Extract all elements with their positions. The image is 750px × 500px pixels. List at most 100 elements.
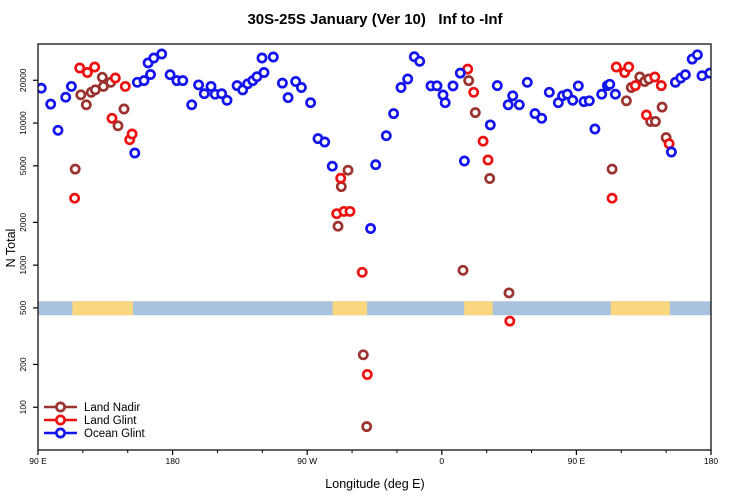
x-axis: 90 E 180 90 W 0 90 E 180 [29, 450, 718, 466]
point-land-nadir [80, 99, 92, 111]
point-land-glint [663, 138, 675, 150]
legend-label: Land Nadir [84, 402, 140, 414]
plot-frame [37, 43, 712, 451]
point-ocean-glint [164, 69, 176, 81]
point-ocean-glint [319, 136, 331, 148]
point-land-glint [81, 67, 93, 78]
point-ocean-glint [138, 75, 150, 87]
point-ocean-glint [458, 155, 470, 167]
legend-entry-ocean-glint: Ocean Glint [44, 427, 146, 440]
point-land-glint [655, 80, 667, 92]
point-ocean-glint [370, 159, 382, 171]
point-land-glint [629, 80, 641, 92]
point-land-glint [344, 205, 356, 217]
point-ocean-glint [454, 67, 466, 79]
legend-marker [55, 401, 66, 413]
point-ocean-glint [198, 88, 210, 100]
point-ocean-glint [543, 86, 555, 98]
y-axis-title: N Total [4, 228, 18, 268]
point-ocean-glint [679, 69, 691, 81]
point-ocean-glint [414, 55, 426, 67]
point-ocean-glint [295, 82, 307, 93]
point-land-nadir [649, 116, 661, 127]
point-land-nadir [112, 120, 124, 132]
point-ocean-glint [536, 112, 548, 124]
x-tick-label: 0 [439, 456, 444, 466]
point-ocean-glint [507, 90, 519, 102]
point-ocean-glint [447, 80, 459, 92]
point-land-nadir [503, 287, 515, 299]
point-land-glint [477, 135, 489, 147]
point-land-nadir [463, 75, 475, 87]
point-land-nadir [335, 181, 347, 193]
land-band-segment [332, 301, 368, 316]
point-land-glint [606, 192, 618, 204]
ocean-band-segment [38, 301, 711, 316]
point-land-glint [623, 61, 635, 73]
point-ocean-glint [521, 76, 533, 88]
point-ocean-glint [145, 69, 156, 80]
point-ocean-glint [193, 79, 205, 91]
point-ocean-glint [604, 78, 616, 90]
point-ocean-glint [156, 48, 168, 60]
point-land-glint [74, 62, 86, 74]
point-ocean-glint [567, 94, 579, 106]
point-ocean-glint [186, 99, 198, 111]
point-ocean-glint [572, 80, 584, 92]
point-land-nadir [75, 89, 87, 101]
point-land-nadir [357, 349, 369, 361]
point-land-nadir [457, 264, 469, 276]
point-land-nadir [96, 71, 108, 83]
point-ocean-glint [45, 98, 57, 110]
point-ocean-glint [365, 223, 377, 234]
point-ocean-glint [221, 94, 233, 106]
y-tick-label: 100 [18, 400, 28, 414]
point-ocean-glint [258, 67, 270, 78]
point-land-nadir [361, 421, 373, 433]
point-ocean-glint [326, 160, 338, 172]
point-ocean-glint [65, 80, 77, 92]
point-ocean-glint [267, 51, 279, 63]
point-ocean-glint [388, 108, 400, 120]
point-land-glint [649, 71, 661, 83]
point-land-glint [640, 109, 652, 121]
point-land-nadir [484, 173, 496, 184]
y-tick-label: 500 [18, 301, 28, 315]
point-land-glint [89, 61, 101, 73]
point-ocean-glint [216, 88, 228, 100]
point-ocean-glint [691, 49, 703, 61]
x-tick-label: 90 E [29, 456, 47, 466]
point-ocean-glint [395, 82, 407, 93]
point-ocean-glint [609, 88, 621, 100]
point-land-glint [109, 72, 121, 84]
point-land-glint [69, 192, 81, 204]
legend-marker [55, 427, 66, 439]
land-band-segment [72, 301, 133, 316]
point-land-nadir [469, 107, 481, 119]
point-ocean-glint [129, 147, 141, 159]
point-land-nadir [69, 163, 81, 175]
point-ocean-glint [665, 146, 677, 158]
point-land-glint [610, 61, 622, 73]
point-ocean-glint [305, 97, 317, 109]
point-land-glint [468, 86, 480, 98]
point-ocean-glint [256, 52, 268, 64]
point-ocean-glint [276, 77, 288, 89]
legend-label: Ocean Glint [84, 428, 146, 440]
point-ocean-glint [704, 67, 711, 79]
x-tick-label: 180 [166, 456, 180, 466]
y-tick-label: 2000 [18, 213, 28, 232]
point-land-glint [482, 154, 494, 166]
x-tick-label: 180 [704, 456, 718, 466]
legend-entry-land-nadir: Land Nadir [44, 401, 140, 414]
point-ocean-glint [282, 92, 294, 104]
point-ocean-glint [484, 119, 496, 131]
point-ocean-glint [402, 73, 414, 85]
point-ocean-glint [596, 88, 608, 100]
y-tick-label: 10000 [18, 111, 28, 135]
point-ocean-glint [148, 52, 160, 64]
point-land-glint [356, 266, 368, 278]
